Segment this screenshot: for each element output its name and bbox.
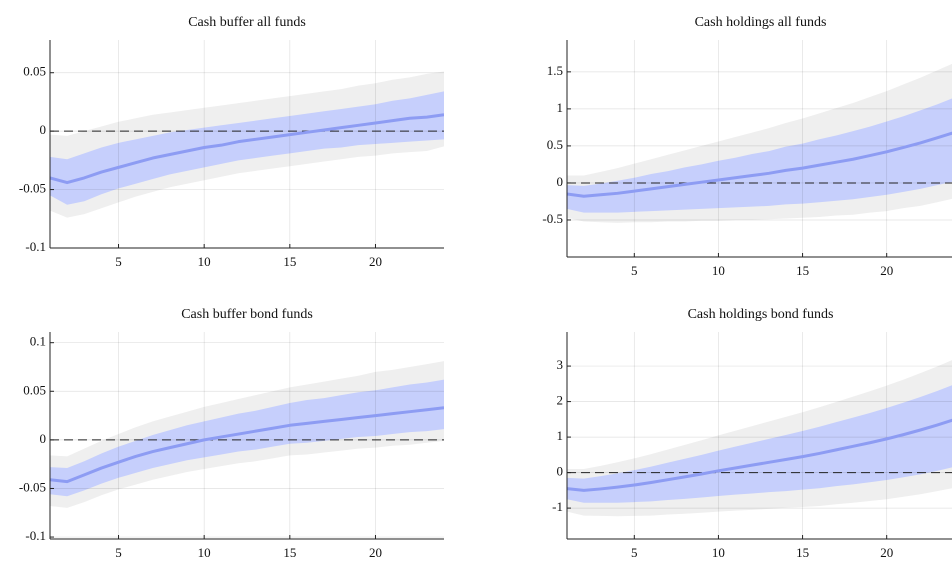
y-tick-label: 0 — [40, 122, 47, 137]
x-tick-label: 20 — [369, 254, 382, 269]
median-line — [50, 406, 444, 484]
x-tick-label: 5 — [631, 263, 638, 278]
x-tick-label: 20 — [369, 545, 382, 560]
panel: Cash holdings all funds -0.5 0 0.5 1 1.5 5 10 15… — [542, 15, 952, 278]
y-tick-label: -0.1 — [25, 239, 46, 254]
x-tick-label: 10 — [712, 263, 725, 278]
confidence-band — [567, 385, 952, 503]
panel-title: Cash holdings bond funds — [688, 307, 834, 322]
x-tick-label: 5 — [115, 254, 122, 269]
x-tick-label: 15 — [283, 254, 296, 269]
confidence-band — [50, 91, 444, 205]
plot-area — [50, 40, 444, 248]
x-tick-label: 20 — [880, 263, 893, 278]
median-line — [567, 131, 952, 198]
y-tick-label: -0.05 — [19, 181, 46, 196]
panel-title: Cash buffer bond funds — [181, 307, 313, 322]
x-tick-label: 10 — [198, 545, 211, 560]
x-tick-label: 5 — [115, 545, 122, 560]
y-tick-label: -0.5 — [542, 211, 563, 226]
y-tick-label: 0.05 — [23, 64, 46, 79]
y-tick-label: -1 — [552, 499, 563, 514]
panel: Cash buffer bond funds -0.1 -0.05 0 0.05 0.1 5… — [19, 307, 444, 560]
confidence-band — [50, 379, 444, 497]
y-tick-label: 1 — [557, 100, 564, 115]
panel-title: Cash buffer all funds — [188, 15, 306, 30]
y-tick-label: 0.1 — [30, 334, 46, 349]
median-line — [50, 113, 444, 185]
x-tick-label: 10 — [198, 254, 211, 269]
y-tick-label: 0.05 — [23, 382, 46, 397]
median-line — [567, 418, 952, 492]
y-tick-label: 1 — [557, 428, 564, 443]
y-tick-label: -0.05 — [19, 479, 46, 494]
y-tick-label: 2 — [557, 393, 564, 408]
y-tick-label: 3 — [557, 357, 564, 372]
x-tick-label: 15 — [796, 263, 809, 278]
plot-area — [567, 332, 952, 539]
confidence-band — [567, 98, 952, 213]
y-tick-label: 0 — [557, 464, 564, 479]
x-tick-label: 5 — [631, 545, 638, 560]
x-tick-label: 10 — [712, 545, 725, 560]
y-tick-label: 0 — [557, 174, 564, 189]
plot-area — [567, 40, 952, 257]
x-tick-label: 15 — [283, 545, 296, 560]
y-tick-label: 1.5 — [547, 63, 563, 78]
panel: Cash buffer all funds -0.1 -0.05 0 0.05 5 10 15… — [19, 15, 444, 269]
y-tick-label: 0.5 — [547, 137, 563, 152]
plot-area — [50, 332, 444, 539]
panel: Cash holdings bond funds -1 0 1 2 3 5 10 15 20 — [552, 307, 952, 560]
x-tick-label: 15 — [796, 545, 809, 560]
panel-title: Cash holdings all funds — [695, 15, 827, 30]
y-tick-label: -0.1 — [25, 528, 46, 543]
y-tick-label: 0 — [40, 431, 47, 446]
x-tick-label: 20 — [880, 545, 893, 560]
